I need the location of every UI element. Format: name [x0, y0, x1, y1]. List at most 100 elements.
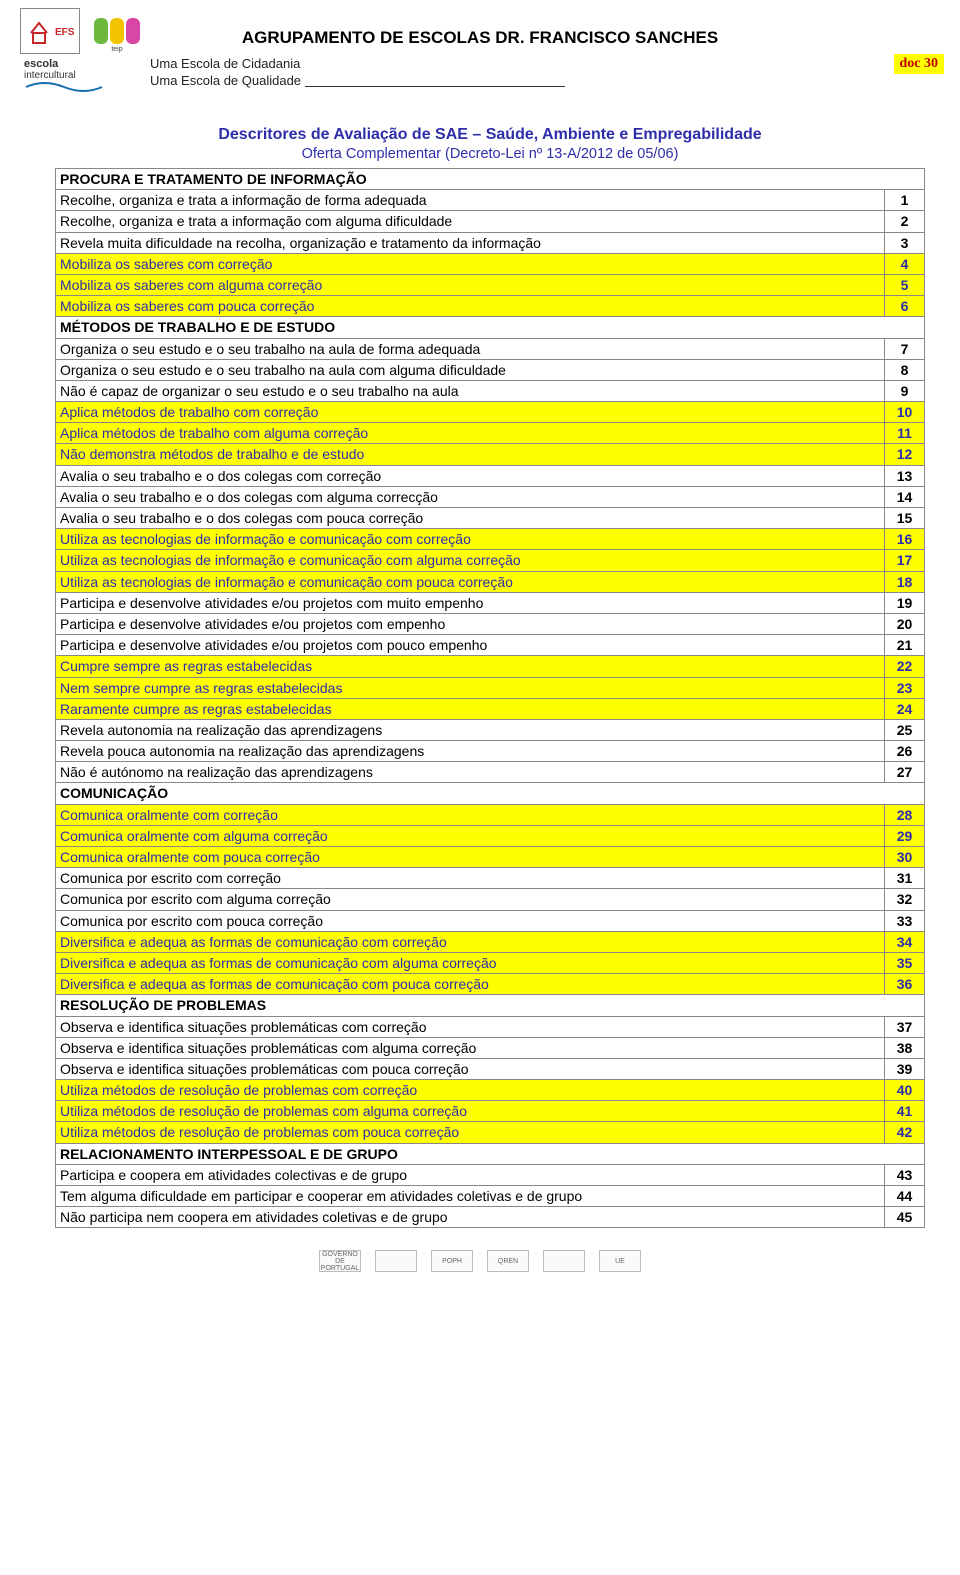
table-row: Mobiliza os saberes com pouca correção6	[56, 296, 925, 317]
descriptor-number: 4	[885, 253, 925, 274]
descriptor-number: 6	[885, 296, 925, 317]
descriptor-text: Avalia o seu trabalho e o dos colegas co…	[56, 508, 885, 529]
table-row: Não é autónomo na realização das aprendi…	[56, 762, 925, 783]
descriptor-text: Comunica por escrito com alguma correção	[56, 889, 885, 910]
table-row: Aplica métodos de trabalho com correção1…	[56, 402, 925, 423]
descriptor-text: Diversifica e adequa as formas de comuni…	[56, 974, 885, 995]
descriptor-text: Raramente cumpre as regras estabelecidas	[56, 698, 885, 719]
descriptor-text: Comunica por escrito com pouca correção	[56, 910, 885, 931]
table-row: Avalia o seu trabalho e o dos colegas co…	[56, 508, 925, 529]
descriptor-number: 27	[885, 762, 925, 783]
descriptor-number: 22	[885, 656, 925, 677]
subtitle-1: Uma Escola de Cidadania	[150, 56, 565, 71]
descriptor-number: 44	[885, 1186, 925, 1207]
descriptor-text: Participa e desenvolve atividades e/ou p…	[56, 613, 885, 634]
descriptor-number: 2	[885, 211, 925, 232]
section-header: RELACIONAMENTO INTERPESSOAL E DE GRUPO	[56, 1143, 925, 1164]
table-row: Mobiliza os saberes com alguma correção5	[56, 274, 925, 295]
footer-logos: GOVERNO DE PORTUGALPOPHQRENUE	[0, 1250, 960, 1272]
descriptor-text: Diversifica e adequa as formas de comuni…	[56, 931, 885, 952]
table-row: COMUNICAÇÃO	[56, 783, 925, 804]
section-header: PROCURA E TRATAMENTO DE INFORMAÇÃO	[56, 169, 925, 190]
table-row: Participa e desenvolve atividades e/ou p…	[56, 592, 925, 613]
descriptor-number: 40	[885, 1080, 925, 1101]
table-row: Revela autonomia na realização das apren…	[56, 719, 925, 740]
descriptor-text: Participa e desenvolve atividades e/ou p…	[56, 635, 885, 656]
table-row: Comunica por escrito com pouca correção3…	[56, 910, 925, 931]
subtitle-2: Uma Escola de Qualidade	[150, 73, 301, 88]
descriptor-number: 12	[885, 444, 925, 465]
doc-subtitle: Oferta Complementar (Decreto-Lei nº 13-A…	[55, 146, 925, 162]
descriptor-text: Participa e desenvolve atividades e/ou p…	[56, 592, 885, 613]
descriptor-text: Observa e identifica situações problemát…	[56, 1037, 885, 1058]
descriptor-number: 18	[885, 571, 925, 592]
table-row: Diversifica e adequa as formas de comuni…	[56, 974, 925, 995]
table-row: RESOLUÇÃO DE PROBLEMAS	[56, 995, 925, 1016]
footer-logo	[375, 1250, 417, 1272]
table-row: Tem alguma dificuldade em participar e c…	[56, 1186, 925, 1207]
descriptor-number: 25	[885, 719, 925, 740]
table-row: Não demonstra métodos de trabalho e de e…	[56, 444, 925, 465]
descriptor-number: 1	[885, 190, 925, 211]
descriptor-text: Revela muita dificuldade na recolha, org…	[56, 232, 885, 253]
table-row: Participa e desenvolve atividades e/ou p…	[56, 613, 925, 634]
table-row: Não é capaz de organizar o seu estudo e …	[56, 380, 925, 401]
descriptor-text: Utiliza as tecnologias de informação e c…	[56, 529, 885, 550]
descriptor-number: 35	[885, 952, 925, 973]
descriptor-text: Mobiliza os saberes com correção	[56, 253, 885, 274]
descriptor-text: Não participa nem coopera em atividades …	[56, 1207, 885, 1228]
section-header: MÉTODOS DE TRABALHO E DE ESTUDO	[56, 317, 925, 338]
table-row: Cumpre sempre as regras estabelecidas22	[56, 656, 925, 677]
section-header: RESOLUÇÃO DE PROBLEMAS	[56, 995, 925, 1016]
descriptor-text: Mobiliza os saberes com alguma correção	[56, 274, 885, 295]
descriptor-number: 13	[885, 465, 925, 486]
descriptor-number: 7	[885, 338, 925, 359]
table-row: Utiliza métodos de resolução de problema…	[56, 1101, 925, 1122]
descriptor-number: 11	[885, 423, 925, 444]
page-header: EFS teip escola intercultural AGRUPAMENT…	[0, 0, 960, 110]
table-row: Revela pouca autonomia na realização das…	[56, 741, 925, 762]
descriptor-number: 8	[885, 359, 925, 380]
footer-logo: GOVERNO DE PORTUGAL	[319, 1250, 361, 1272]
descriptor-number: 33	[885, 910, 925, 931]
footer-logo	[543, 1250, 585, 1272]
table-row: Mobiliza os saberes com correção4	[56, 253, 925, 274]
descriptor-text: Utiliza as tecnologias de informação e c…	[56, 550, 885, 571]
table-row: Recolhe, organiza e trata a informação d…	[56, 190, 925, 211]
descriptor-text: Diversifica e adequa as formas de comuni…	[56, 952, 885, 973]
table-row: MÉTODOS DE TRABALHO E DE ESTUDO	[56, 317, 925, 338]
descriptor-number: 16	[885, 529, 925, 550]
table-row: Avalia o seu trabalho e o dos colegas co…	[56, 465, 925, 486]
descriptor-text: Comunica oralmente com pouca correção	[56, 847, 885, 868]
descriptor-number: 41	[885, 1101, 925, 1122]
table-row: Aplica métodos de trabalho com alguma co…	[56, 423, 925, 444]
table-row: Participa e coopera em atividades colect…	[56, 1164, 925, 1185]
descriptor-number: 32	[885, 889, 925, 910]
descriptor-number: 43	[885, 1164, 925, 1185]
descriptor-text: Cumpre sempre as regras estabelecidas	[56, 656, 885, 677]
table-row: Observa e identifica situações problemát…	[56, 1016, 925, 1037]
descriptor-text: Tem alguma dificuldade em participar e c…	[56, 1186, 885, 1207]
intercultural-brand: escola	[24, 58, 124, 70]
descriptor-number: 31	[885, 868, 925, 889]
doc-badge: doc 30	[894, 54, 945, 74]
descriptor-text: Aplica métodos de trabalho com correção	[56, 402, 885, 423]
descriptor-text: Não é autónomo na realização das aprendi…	[56, 762, 885, 783]
descriptor-text: Organiza o seu estudo e o seu trabalho n…	[56, 359, 885, 380]
descriptor-number: 30	[885, 847, 925, 868]
table-row: Utiliza métodos de resolução de problema…	[56, 1122, 925, 1143]
descriptor-text: Observa e identifica situações problemát…	[56, 1016, 885, 1037]
table-row: Participa e desenvolve atividades e/ou p…	[56, 635, 925, 656]
table-row: RELACIONAMENTO INTERPESSOAL E DE GRUPO	[56, 1143, 925, 1164]
table-row: Observa e identifica situações problemát…	[56, 1058, 925, 1079]
descriptor-number: 26	[885, 741, 925, 762]
descriptor-text: Nem sempre cumpre as regras estabelecida…	[56, 677, 885, 698]
descriptor-number: 45	[885, 1207, 925, 1228]
descriptor-number: 15	[885, 508, 925, 529]
table-row: Raramente cumpre as regras estabelecidas…	[56, 698, 925, 719]
descriptor-number: 24	[885, 698, 925, 719]
table-row: Diversifica e adequa as formas de comuni…	[56, 931, 925, 952]
descriptor-text: Utiliza métodos de resolução de problema…	[56, 1122, 885, 1143]
descriptor-text: Recolhe, organiza e trata a informação d…	[56, 190, 885, 211]
table-row: Avalia o seu trabalho e o dos colegas co…	[56, 486, 925, 507]
